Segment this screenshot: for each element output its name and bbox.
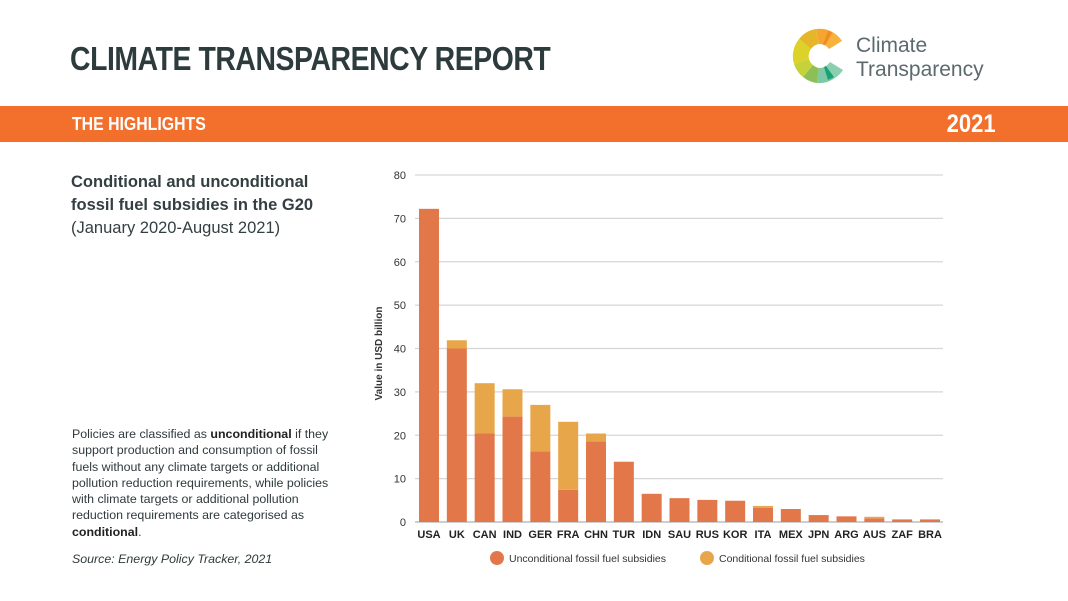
bar-unconditional-mex	[780, 508, 801, 522]
y-axis-ticks: 0 10 20 30 40 50 60 70 80	[394, 170, 406, 529]
x-tick-label: KOR	[723, 529, 748, 541]
legend-label: Unconditional fossil fuel subsidies	[509, 553, 666, 565]
x-tick-label: FRA	[557, 529, 580, 541]
bar-conditional-chn	[586, 433, 606, 442]
logo-text-line1: Climate	[856, 34, 928, 57]
bar-unconditional-ita	[753, 507, 773, 522]
bar-conditional-fra	[558, 421, 579, 490]
bar-conditional-uk	[446, 340, 467, 349]
chart-title-line2: fossil fuel subsidies in the G20	[71, 196, 314, 214]
note-text-2: if they support production and consumpti…	[72, 427, 329, 523]
logo-text-line2: Transparency	[856, 58, 984, 81]
bar-conditional-ita	[753, 505, 773, 508]
legend-swatch-icon	[490, 551, 504, 565]
note-text-3: .	[138, 524, 142, 539]
bar-unconditional-ind	[502, 416, 523, 522]
x-tick-label: ZAF	[891, 529, 913, 541]
report-year: 2021	[947, 110, 996, 138]
x-tick-label: ITA	[755, 529, 772, 541]
legend: Unconditional fossil fuel subsidies Condi…	[490, 551, 865, 565]
note-bold-unconditional: unconditional	[210, 427, 292, 441]
bar-unconditional-kor	[725, 500, 746, 522]
bar-conditional-ger	[530, 404, 551, 452]
bar-conditional-aus	[864, 516, 885, 519]
bar-unconditional-uk	[446, 348, 467, 522]
chart-subtitle: (January 2020-August 2021)	[71, 219, 281, 237]
y-tick-label: 20	[394, 430, 406, 442]
bar-unconditional-jpn	[808, 515, 829, 522]
y-tick-label: 60	[394, 257, 406, 269]
climate-transparency-logo: Climate Transparency	[792, 26, 1022, 88]
bars	[419, 208, 940, 522]
bar-unconditional-zaf	[892, 519, 913, 522]
bar-unconditional-chn	[586, 441, 606, 522]
x-tick-label: AUS	[863, 529, 886, 541]
x-tick-label: MEX	[779, 529, 804, 541]
legend-item: Conditional fossil fuel subsidies	[700, 551, 865, 565]
logo-mark-icon	[792, 28, 843, 84]
bar-unconditional-aus	[864, 518, 885, 522]
x-tick-label: SAU	[668, 529, 691, 541]
x-axis-labels: USA UK CAN IND GER FRA CHN TUR IDN SAU RUS KOR ITA ME…	[417, 529, 942, 541]
bar-unconditional-usa	[419, 208, 439, 522]
y-tick-label: 0	[400, 517, 406, 529]
x-tick-label: IND	[503, 529, 522, 541]
y-tick-label: 50	[394, 300, 406, 312]
bar-unconditional-tur	[613, 461, 634, 522]
x-tick-label: RUS	[696, 529, 719, 541]
y-axis-title: Value in USD billion	[374, 307, 385, 401]
note-bold-conditional: conditional	[72, 524, 139, 539]
x-tick-label: JPN	[808, 529, 829, 541]
chart-title-line1: Conditional and unconditional	[71, 173, 309, 191]
highlights-band: THE HIGHLIGHTS 2021	[0, 106, 1068, 142]
bar-unconditional-rus	[697, 499, 718, 522]
bar-unconditional-ger	[530, 451, 551, 522]
y-tick-label: 10	[394, 474, 406, 486]
x-tick-label: IDN	[642, 529, 661, 541]
x-tick-label: BRA	[918, 529, 942, 541]
x-tick-label: UK	[449, 529, 465, 541]
y-tick-label: 40	[394, 344, 406, 356]
source-citation: Source: Energy Policy Tracker, 2021	[72, 552, 273, 566]
bar-unconditional-arg	[836, 516, 857, 522]
classification-note: Policies are classified as unconditional…	[72, 426, 334, 540]
subsidies-bar-chart: 0 10 20 30 40 50 60 70 80 Value in USD billion U…	[374, 170, 943, 565]
y-tick-label: 30	[394, 387, 406, 399]
y-tick-label: 70	[394, 213, 406, 225]
x-tick-label: ARG	[834, 529, 858, 541]
x-tick-label: CHN	[584, 529, 608, 541]
bar-conditional-ind	[502, 389, 523, 417]
bar-unconditional-idn	[641, 493, 662, 522]
x-tick-label: CAN	[473, 529, 497, 541]
bar-conditional-can	[474, 383, 495, 434]
x-tick-label: GER	[528, 529, 552, 541]
bar-unconditional-bra	[920, 519, 940, 522]
legend-item: Unconditional fossil fuel subsidies	[490, 551, 666, 565]
x-tick-label: TUR	[613, 529, 636, 541]
bar-unconditional-can	[474, 433, 495, 522]
y-tick-label: 80	[394, 170, 406, 182]
bar-unconditional-fra	[558, 489, 579, 522]
highlights-label: THE HIGHLIGHTS	[72, 114, 206, 134]
legend-swatch-icon	[700, 551, 714, 565]
chart-heading: Conditional and unconditional fossil fue…	[71, 171, 361, 240]
note-text-1: Policies are classified as	[72, 427, 211, 441]
x-tick-label: USA	[417, 529, 440, 541]
bar-unconditional-sau	[669, 498, 690, 522]
legend-label: Conditional fossil fuel subsidies	[719, 553, 865, 565]
report-title: CLIMATE TRANSPARENCY REPORT	[70, 40, 551, 77]
